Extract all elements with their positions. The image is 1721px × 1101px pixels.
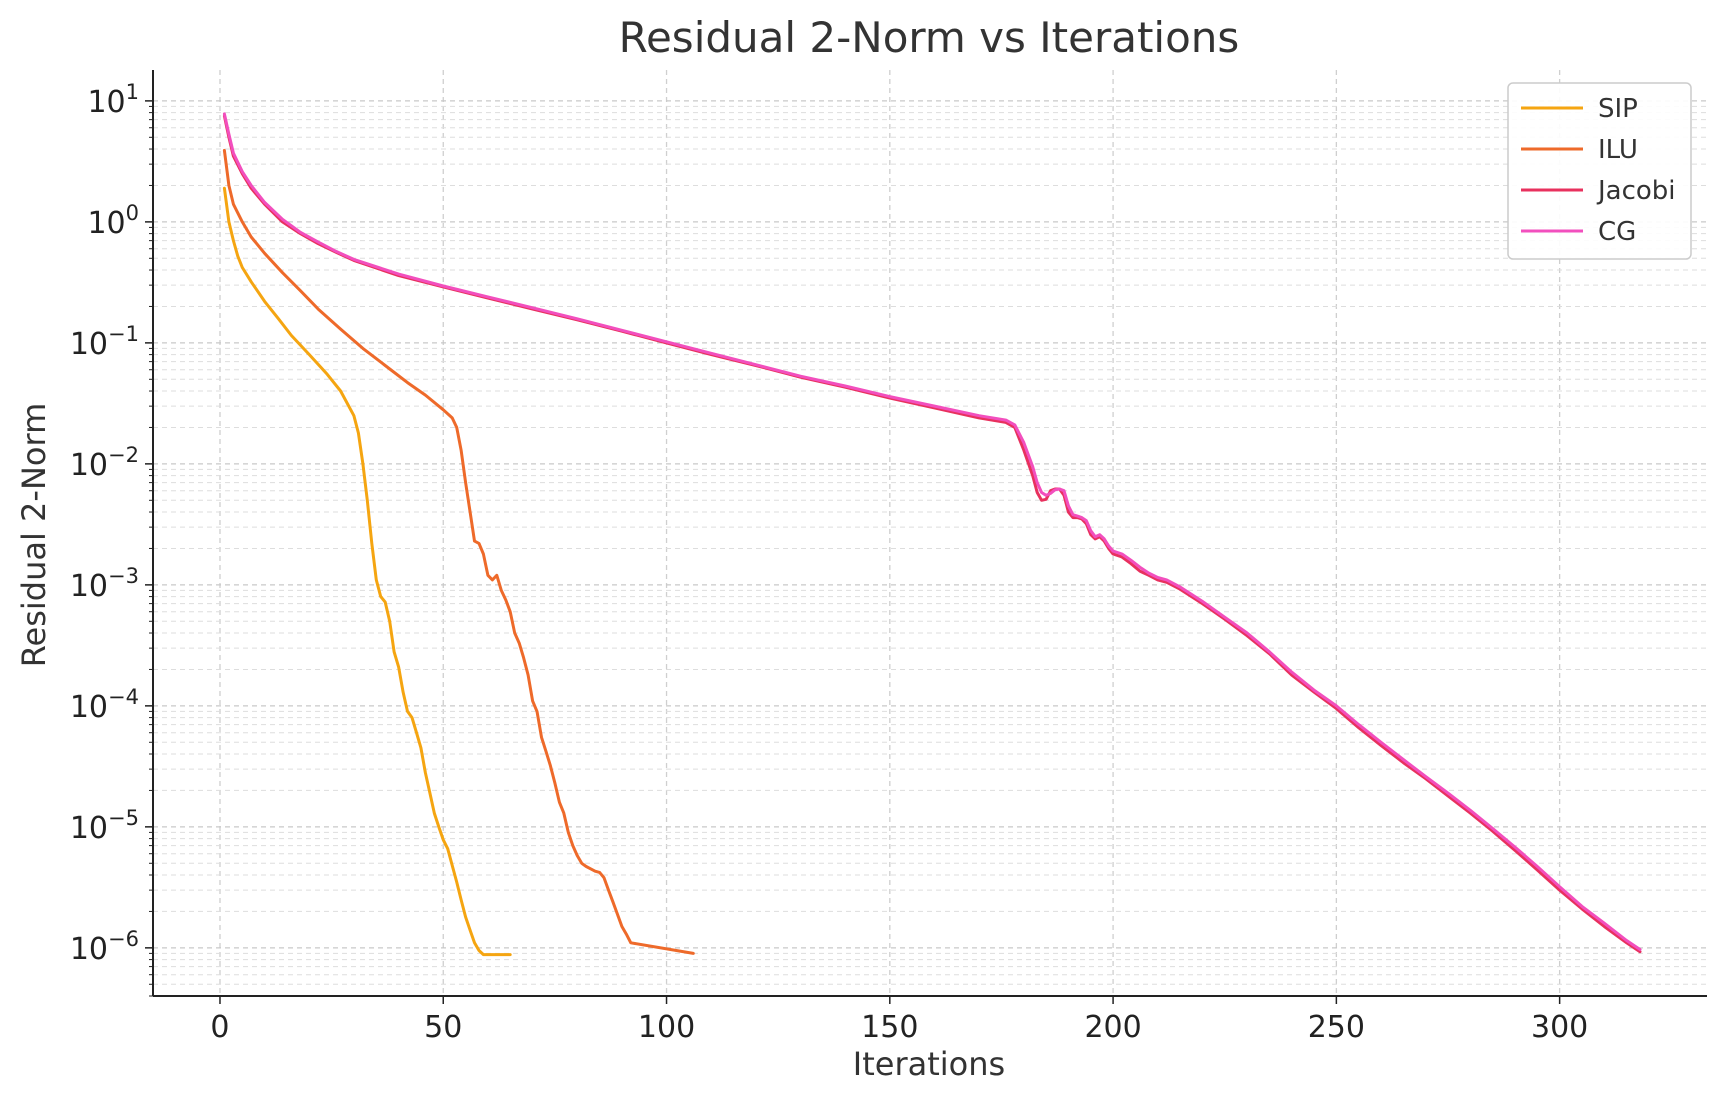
y-tick-label: 10−3 [70, 564, 139, 604]
y-tick-exponent: −2 [108, 443, 139, 467]
legend-label-sip: SIP [1598, 94, 1638, 124]
axes [152, 70, 1707, 997]
legend-label-cg: CG [1598, 217, 1636, 247]
y-tick-exponent: −4 [108, 685, 139, 709]
y-tick-base: 10 [70, 569, 108, 604]
x-tick-label: 100 [638, 1010, 695, 1045]
y-tick-exponent: −1 [108, 322, 139, 346]
y-tick-label: 10−2 [70, 443, 139, 483]
y-tick-base: 10 [70, 690, 108, 725]
x-tick-label: 150 [861, 1010, 918, 1045]
series-line-cg [222, 112, 1642, 951]
chart-title: Residual 2-Norm vs Iterations [619, 13, 1240, 62]
y-tick-base: 10 [87, 206, 125, 241]
y-axis-label: Residual 2-Norm [15, 403, 53, 668]
legend-label-ilu: ILU [1598, 135, 1638, 165]
y-tick-label: 101 [87, 80, 139, 120]
legend: SIP ILU Jacobi CG [1507, 82, 1692, 260]
y-tick-label: 100 [87, 201, 139, 241]
y-tick-label: 10−5 [70, 806, 139, 846]
y-tick-base: 10 [70, 327, 108, 362]
x-tick-label: 50 [424, 1010, 462, 1045]
y-tick-exponent: −3 [108, 564, 139, 588]
x-axis-label: Iterations [853, 1045, 1005, 1083]
x-tick-label: 250 [1308, 1010, 1365, 1045]
y-tick-label: 10−6 [70, 927, 139, 967]
y-tick-exponent: 0 [126, 201, 139, 225]
x-tick-label: 0 [210, 1010, 229, 1045]
x-tick-label: 300 [1531, 1010, 1588, 1045]
y-tick-base: 10 [87, 85, 125, 120]
y-tick-label: 10−4 [70, 685, 139, 725]
series-line-ilu [222, 148, 695, 955]
y-tick-exponent: −5 [108, 806, 139, 830]
series-line-sip [222, 186, 512, 957]
y-tick-label: 10−1 [70, 322, 139, 362]
plot-lines [222, 112, 1642, 957]
x-tick-label: 200 [1084, 1010, 1141, 1045]
y-tick-base: 10 [70, 811, 108, 846]
x-ticks: 0 50 100 150 200 250 300 [210, 996, 1588, 1045]
y-tick-base: 10 [70, 448, 108, 483]
grid-lines [153, 70, 1707, 997]
legend-box [1507, 82, 1692, 260]
y-tick-exponent: −6 [108, 927, 139, 951]
y-tick-exponent: 1 [126, 80, 139, 104]
legend-label-jacobi: Jacobi [1596, 176, 1676, 206]
y-tick-base: 10 [70, 932, 108, 967]
